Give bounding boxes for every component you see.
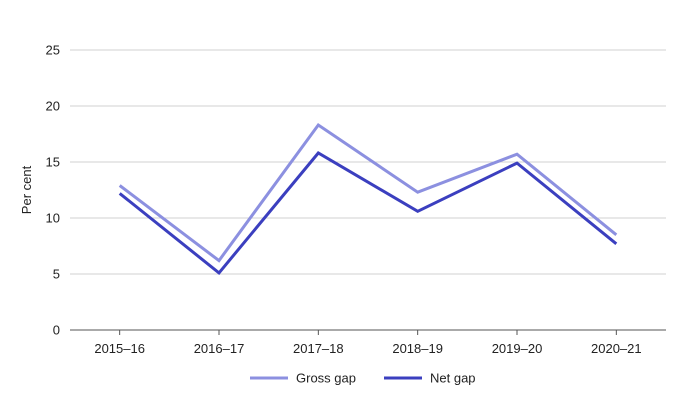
legend-label-gross-gap: Gross gap [296,371,356,386]
gridlines [70,49,666,275]
y-tick-label: 10 [46,211,60,226]
x-tick-label: 2019–20 [492,341,543,356]
x-tick-label: 2020–21 [591,341,642,356]
y-tick-label: 0 [53,323,60,338]
x-tick-label: 2015–16 [94,341,145,356]
x-axis-ticks: 2015–16 2016–17 2017–18 2018–19 2019–20 2020–… [94,330,642,356]
x-tick-label: 2016–17 [194,341,245,356]
y-tick-label: 25 [46,43,60,58]
gross-gap-line [118,122,618,263]
y-axis-label: Per cent [19,165,34,214]
series-lines [118,122,618,275]
y-axis-ticks: 0 5 10 15 20 25 [46,43,60,338]
y-tick-label: 5 [53,267,60,282]
legend-label-net-gap: Net gap [430,371,476,386]
legend: Gross gap Net gap [250,371,476,386]
y-tick-label: 20 [46,99,60,114]
x-tick-label: 2017–18 [293,341,344,356]
x-tick-label: 2018–19 [392,341,443,356]
y-tick-label: 15 [46,155,60,170]
net-gap-line [118,151,618,275]
